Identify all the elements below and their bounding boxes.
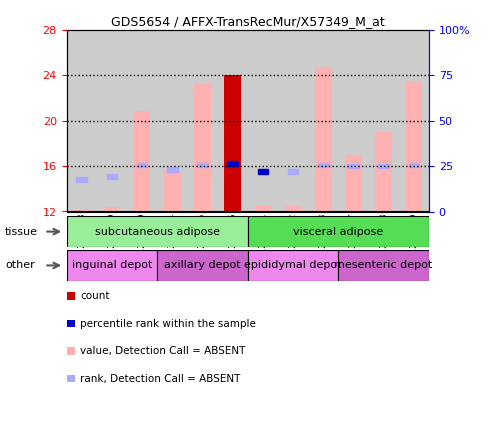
Bar [406, 81, 422, 212]
Bar [409, 162, 419, 167]
Bar [368, 30, 399, 212]
Bar [254, 206, 271, 212]
Bar [248, 30, 278, 212]
Bar [157, 250, 248, 281]
Bar [187, 30, 217, 212]
Bar [285, 206, 301, 212]
Bar [227, 162, 238, 166]
Text: percentile rank within the sample: percentile rank within the sample [80, 319, 256, 329]
Bar [315, 67, 331, 212]
Bar [194, 84, 211, 212]
Bar [164, 172, 180, 212]
Bar [76, 177, 87, 182]
Bar [338, 30, 368, 212]
Bar [338, 250, 429, 281]
Text: axillary depot: axillary depot [164, 261, 241, 270]
Bar [67, 250, 157, 281]
Text: rank, Detection Call = ABSENT: rank, Detection Call = ABSENT [80, 374, 241, 384]
Text: inguinal depot: inguinal depot [71, 261, 152, 270]
Bar [67, 216, 248, 247]
Bar [378, 164, 389, 168]
Bar [375, 132, 392, 212]
Bar [73, 210, 90, 212]
Text: visceral adipose: visceral adipose [293, 227, 384, 236]
Text: subcutaneous adipose: subcutaneous adipose [95, 227, 220, 236]
Text: count: count [80, 291, 110, 301]
Text: value, Detection Call = ABSENT: value, Detection Call = ABSENT [80, 346, 246, 356]
Bar [106, 174, 117, 179]
Bar [197, 162, 208, 167]
Bar [104, 207, 120, 212]
Text: tissue: tissue [5, 227, 38, 236]
Bar [288, 170, 298, 174]
Bar [248, 216, 429, 247]
Bar [127, 30, 157, 212]
Bar [278, 30, 308, 212]
Bar [248, 250, 338, 281]
Bar [167, 167, 177, 172]
Text: other: other [5, 261, 35, 270]
Text: epididymal depot: epididymal depot [244, 261, 342, 270]
Bar [157, 30, 187, 212]
Bar [348, 164, 359, 168]
Bar [67, 30, 97, 212]
Bar [134, 111, 150, 212]
Bar [97, 30, 127, 212]
Bar [399, 30, 429, 212]
Bar [318, 162, 328, 167]
Text: mesenteric depot: mesenteric depot [334, 261, 433, 270]
Bar [345, 155, 362, 212]
Bar [137, 162, 147, 167]
Bar [217, 30, 247, 212]
Bar [224, 75, 241, 212]
Bar [308, 30, 338, 212]
Bar [257, 170, 268, 174]
Title: GDS5654 / AFFX-TransRecMur/X57349_M_at: GDS5654 / AFFX-TransRecMur/X57349_M_at [111, 16, 385, 28]
